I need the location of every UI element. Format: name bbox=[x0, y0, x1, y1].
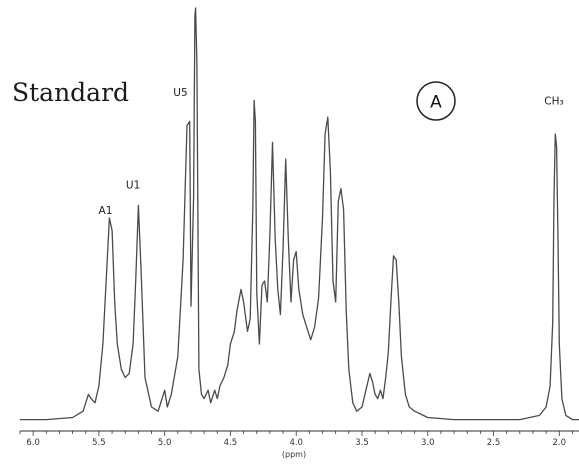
x-tick-label: 2.5 bbox=[487, 438, 501, 448]
x-tick-label: 3.5 bbox=[355, 438, 369, 448]
spectrum-line bbox=[20, 7, 579, 421]
x-tick-label: 3.0 bbox=[421, 438, 435, 448]
panel-title: Standard bbox=[12, 78, 129, 107]
x-tick-label: 6.0 bbox=[26, 438, 40, 448]
x-axis-label: (ppm) bbox=[282, 450, 306, 459]
x-tick-label: 5.5 bbox=[92, 438, 106, 448]
x-tick-label: 4.0 bbox=[289, 438, 303, 448]
peak-label: CH₃ bbox=[544, 96, 563, 108]
x-tick-label: 2.0 bbox=[553, 438, 567, 448]
x-tick-label: 4.5 bbox=[224, 438, 238, 448]
peak-label: A1 bbox=[99, 205, 113, 217]
x-axis: 6.0 5.5 5.0 4.5 4.0 3.5 3.0 2.5 2.0 bbox=[19, 430, 579, 448]
peak-label: U5 bbox=[173, 87, 187, 99]
panel-label-badge: A bbox=[416, 81, 456, 121]
x-tick-label: 5.0 bbox=[158, 438, 172, 448]
panel-label-text: A bbox=[430, 93, 442, 113]
peak-annotations: A1 U1 U5 CH₃ bbox=[99, 87, 564, 217]
peak-label: U1 bbox=[126, 180, 140, 192]
